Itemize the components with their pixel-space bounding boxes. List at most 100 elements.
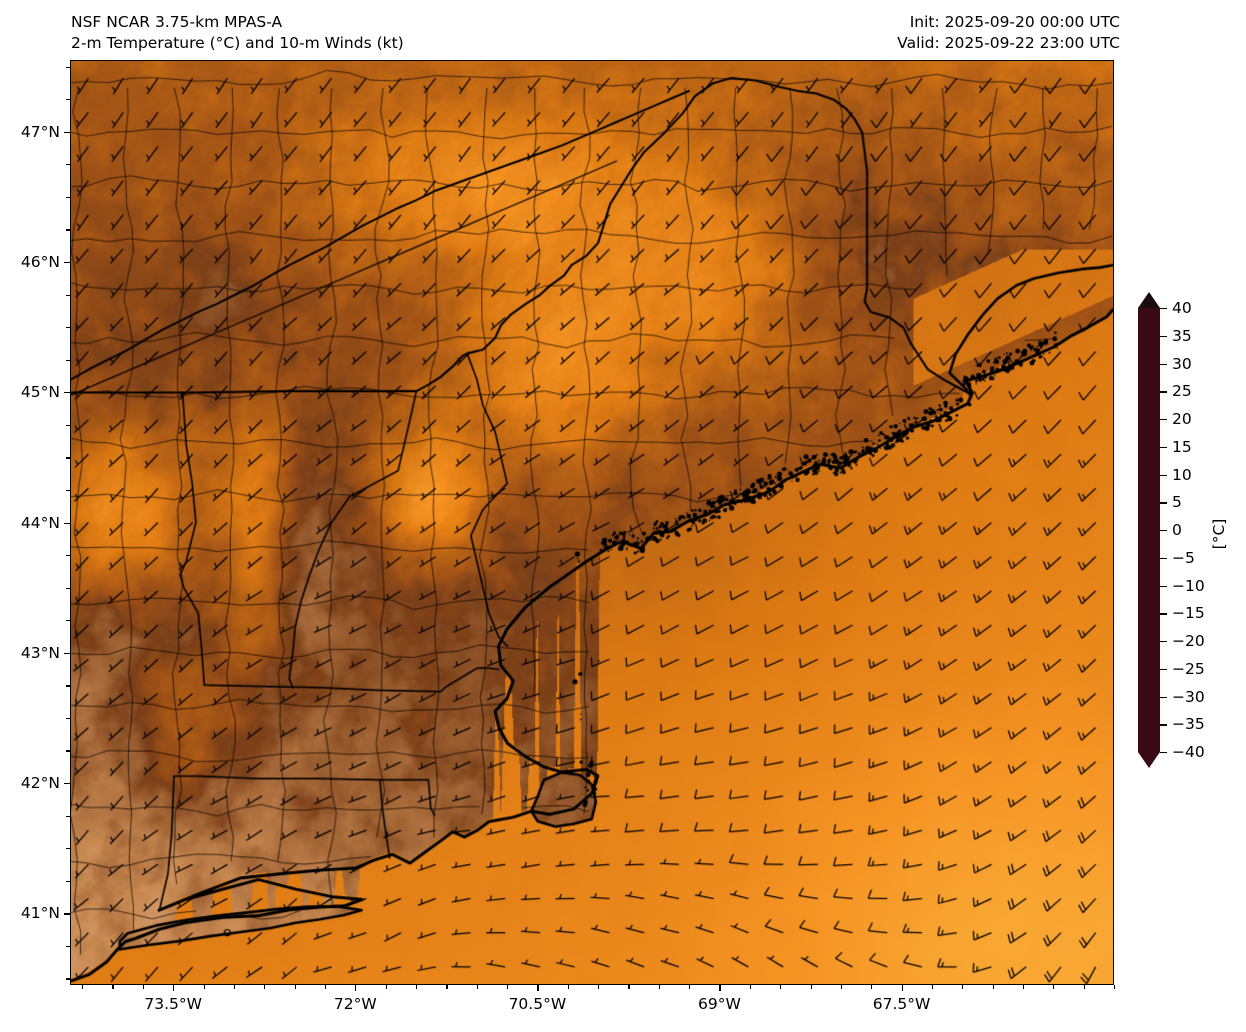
y-tick bbox=[64, 652, 70, 654]
colorbar-tick-label: −10 bbox=[1172, 576, 1205, 595]
y-axis-label: 47°N bbox=[20, 122, 60, 141]
colorbar-tick-label: −30 bbox=[1172, 687, 1205, 706]
x-tick bbox=[385, 985, 387, 989]
y-tick bbox=[66, 848, 70, 850]
colorbar[interactable] bbox=[1138, 292, 1160, 768]
y-tick bbox=[66, 359, 70, 361]
colorbar-tick bbox=[1160, 474, 1167, 476]
y-axis-label: 41°N bbox=[20, 904, 60, 923]
colorbar-tick-label: −20 bbox=[1172, 632, 1205, 650]
x-tick bbox=[628, 985, 630, 989]
x-tick bbox=[962, 985, 964, 989]
x-tick bbox=[537, 985, 539, 991]
x-tick bbox=[901, 985, 903, 991]
y-tick bbox=[66, 620, 70, 622]
x-axis-label: 70.5°W bbox=[508, 995, 567, 1013]
y-tick bbox=[66, 880, 70, 882]
colorbar-tick bbox=[1160, 613, 1167, 615]
colorbar-extend-min bbox=[1138, 752, 1160, 768]
header-model-info: NSF NCAR 3.75-km MPAS-A 2-m Temperature … bbox=[71, 12, 404, 54]
x-axis-label: 67.5°W bbox=[872, 995, 931, 1013]
y-tick bbox=[64, 783, 70, 785]
x-tick bbox=[1114, 985, 1116, 989]
colorbar-tick-label: −15 bbox=[1172, 604, 1205, 623]
x-axis-label: 72°W bbox=[333, 995, 377, 1013]
x-axis-label: 69°W bbox=[698, 995, 741, 1013]
x-tick bbox=[142, 985, 145, 989]
y-tick bbox=[66, 555, 70, 557]
colorbar-tick-label: 20 bbox=[1172, 410, 1192, 428]
y-tick bbox=[66, 229, 70, 231]
x-tick bbox=[749, 985, 751, 989]
x-tick bbox=[294, 985, 296, 989]
x-tick bbox=[446, 985, 448, 989]
x-tick bbox=[780, 985, 782, 989]
header-init-time: Init: 2025-09-20 00:00 UTC bbox=[909, 13, 1120, 31]
map-plot-area[interactable] bbox=[70, 60, 1114, 985]
x-tick bbox=[1053, 985, 1055, 989]
y-tick bbox=[66, 457, 70, 459]
header-time-info: Init: 2025-09-20 00:00 UTC Valid: 2025-0… bbox=[897, 12, 1120, 54]
x-tick bbox=[415, 985, 418, 989]
x-tick bbox=[1083, 985, 1085, 989]
colorbar-tick bbox=[1160, 557, 1167, 560]
y-tick bbox=[66, 489, 70, 492]
y-tick bbox=[66, 327, 70, 329]
x-tick bbox=[689, 985, 691, 989]
x-tick bbox=[112, 985, 114, 989]
y-tick bbox=[66, 587, 70, 589]
y-tick bbox=[66, 424, 70, 426]
x-tick bbox=[1022, 985, 1025, 989]
y-tick bbox=[66, 164, 70, 166]
x-tick bbox=[173, 985, 175, 991]
colorbar-tick bbox=[1160, 502, 1167, 504]
y-axis-label: 42°N bbox=[20, 774, 60, 793]
y-tick bbox=[66, 945, 70, 948]
x-axis-label: 73.5°W bbox=[144, 995, 202, 1013]
y-tick bbox=[64, 522, 70, 524]
x-tick bbox=[658, 985, 660, 989]
y-tick bbox=[66, 196, 70, 198]
x-tick bbox=[324, 985, 327, 989]
x-tick bbox=[567, 985, 569, 989]
colorbar-tick-label: 35 bbox=[1172, 326, 1192, 345]
x-tick bbox=[233, 985, 236, 989]
colorbar-gradient bbox=[1138, 308, 1160, 752]
y-axis-label: 46°N bbox=[20, 252, 60, 271]
colorbar-tick bbox=[1160, 668, 1167, 671]
y-tick bbox=[66, 66, 70, 68]
y-tick bbox=[64, 131, 70, 133]
x-tick bbox=[355, 985, 357, 991]
y-tick bbox=[66, 750, 70, 752]
colorbar-tick-label: 0 bbox=[1172, 521, 1182, 539]
colorbar-tick-label: 30 bbox=[1172, 354, 1192, 373]
x-tick bbox=[507, 985, 509, 989]
colorbar-tick-label: 25 bbox=[1172, 382, 1192, 401]
y-tick bbox=[66, 685, 70, 687]
x-tick bbox=[598, 985, 600, 989]
colorbar-tick-label: −5 bbox=[1172, 548, 1195, 567]
colorbar-tick bbox=[1160, 335, 1167, 338]
colorbar-tick-label: 40 bbox=[1172, 299, 1192, 317]
temperature-wind-map bbox=[71, 61, 1113, 984]
header-model-name: NSF NCAR 3.75-km MPAS-A bbox=[71, 13, 283, 31]
colorbar-tick-label: 10 bbox=[1172, 465, 1192, 484]
y-axis-label: 45°N bbox=[20, 383, 60, 402]
colorbar-tick bbox=[1160, 363, 1167, 365]
colorbar-tick bbox=[1160, 530, 1167, 532]
x-tick bbox=[203, 985, 205, 989]
x-tick bbox=[992, 985, 994, 989]
colorbar-tick bbox=[1160, 419, 1167, 421]
colorbar-tick-label: −35 bbox=[1172, 715, 1205, 734]
colorbar-tick bbox=[1160, 308, 1167, 310]
colorbar-tick bbox=[1160, 446, 1167, 449]
y-axis-label: 43°N bbox=[20, 643, 60, 662]
x-tick bbox=[871, 985, 873, 989]
y-tick bbox=[66, 294, 70, 296]
y-tick bbox=[66, 717, 70, 720]
y-tick bbox=[66, 99, 70, 101]
x-tick bbox=[264, 985, 266, 989]
y-tick bbox=[64, 913, 70, 915]
colorbar-extend-max bbox=[1138, 292, 1160, 308]
